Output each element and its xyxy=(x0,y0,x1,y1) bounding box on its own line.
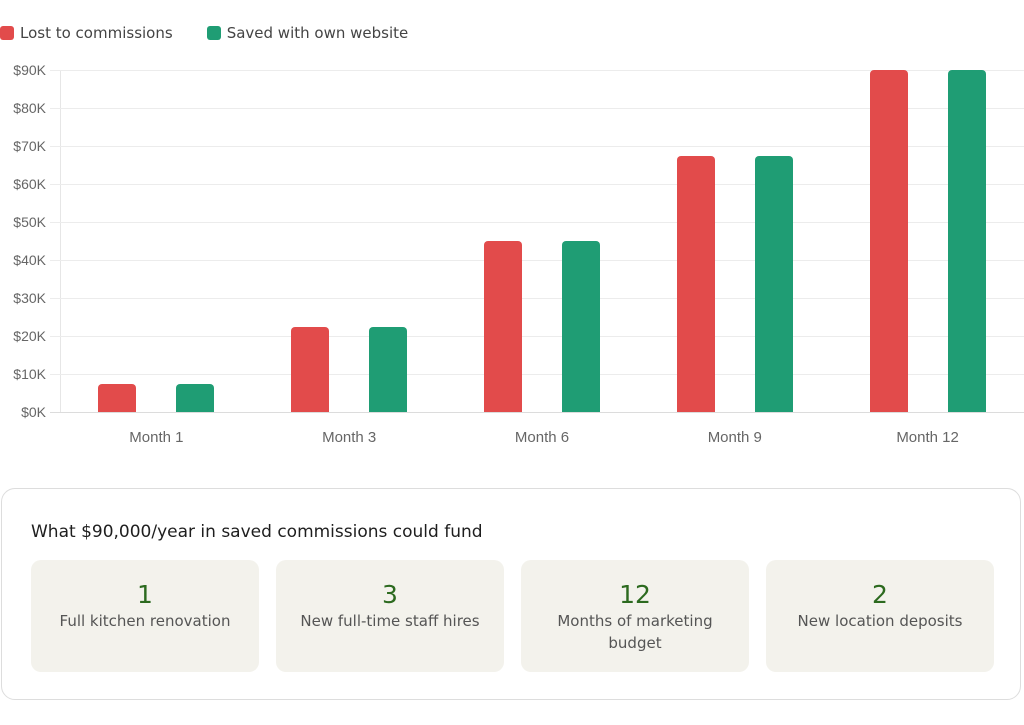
summary-tile: 12 Months of marketing budget xyxy=(521,560,749,672)
legend-item-saved[interactable]: Saved with own website xyxy=(206,24,409,42)
gridline xyxy=(50,146,1024,147)
tile-number: 12 xyxy=(619,580,651,609)
tile-number: 1 xyxy=(137,580,153,609)
legend-label: Lost to commissions xyxy=(20,24,173,42)
bar-lost[interactable] xyxy=(98,383,137,412)
bar-saved[interactable] xyxy=(369,326,408,412)
chart-legend: Lost to commissions Saved with own websi… xyxy=(0,24,442,42)
y-tick-label: $50K xyxy=(13,214,46,230)
bar-lost[interactable] xyxy=(869,70,908,412)
legend-swatch-red xyxy=(0,26,14,40)
tile-label: New location deposits xyxy=(797,612,963,630)
x-tick-label: Month 12 xyxy=(896,429,959,446)
summary-card: What $90,000/year in saved commissions c… xyxy=(1,488,1021,700)
tile-number: 2 xyxy=(872,580,888,609)
legend-label: Saved with own website xyxy=(226,24,409,42)
y-tick-label: $0K xyxy=(21,404,46,420)
y-axis xyxy=(60,70,61,412)
tile-label: Full kitchen renovation xyxy=(59,612,231,630)
y-tick-label: $20K xyxy=(13,328,46,344)
bar-saved[interactable] xyxy=(947,70,986,412)
gridline xyxy=(50,298,1024,299)
gridline xyxy=(50,260,1024,261)
x-axis xyxy=(50,412,1024,413)
bar-saved[interactable] xyxy=(562,241,600,412)
y-tick-label: $10K xyxy=(13,366,46,382)
x-tick-label: Month 1 xyxy=(129,429,184,446)
gridline xyxy=(50,70,1024,71)
y-tick-label: $90K xyxy=(13,62,46,78)
summary-title: What $90,000/year in saved commissions c… xyxy=(31,522,483,542)
gridline xyxy=(50,336,1024,337)
y-tick-label: $80K xyxy=(13,100,46,116)
bar-lost[interactable] xyxy=(291,326,330,412)
bar-lost[interactable] xyxy=(484,241,522,412)
legend-swatch-green xyxy=(206,26,221,40)
gridline xyxy=(50,184,1024,185)
bar-saved[interactable] xyxy=(176,383,215,412)
summary-tile: 2 New location deposits xyxy=(766,560,994,672)
bar-saved[interactable] xyxy=(754,155,793,412)
tile-label: New full-time staff hires xyxy=(300,612,480,630)
gridline xyxy=(50,108,1024,109)
y-tick-label: $60K xyxy=(13,176,46,192)
x-tick-label: Month 3 xyxy=(322,429,377,446)
tile-number: 3 xyxy=(382,580,398,609)
gridline xyxy=(50,222,1024,223)
tile-label: Months of marketing budget xyxy=(557,612,713,652)
summary-tiles: 1 Full kitchen renovation 3 New full-tim… xyxy=(31,560,1011,672)
legend-item-lost[interactable]: Lost to commissions xyxy=(0,24,173,42)
y-tick-label: $70K xyxy=(13,138,46,154)
bar-lost[interactable] xyxy=(676,155,715,412)
gridline xyxy=(50,374,1024,375)
summary-tile: 1 Full kitchen renovation xyxy=(31,560,259,672)
bar-chart: $0K $10K $20K $30K $40K $50K $60K $70K $80K $90K M… xyxy=(0,60,1024,460)
summary-tile: 3 New full-time staff hires xyxy=(276,560,504,672)
x-tick-label: Month 6 xyxy=(514,429,570,446)
y-tick-label: $40K xyxy=(13,252,46,268)
y-tick-label: $30K xyxy=(13,290,46,306)
x-tick-label: Month 9 xyxy=(707,429,762,446)
